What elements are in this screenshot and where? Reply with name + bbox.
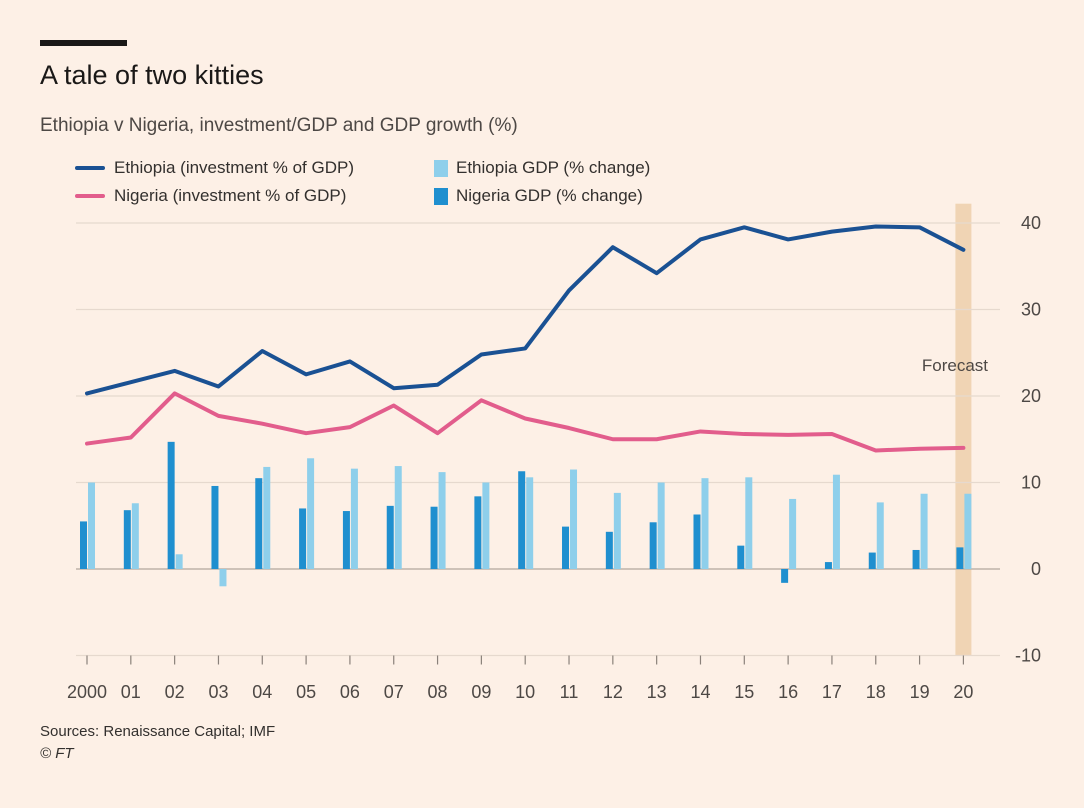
y-tick-label-0: 0 (1031, 559, 1041, 579)
x-tick-label-13: 13 (647, 682, 667, 702)
legend-nigeria-investment: Nigeria (investment % of GDP) (75, 186, 346, 206)
sources-note: Sources: Renaissance Capital; IMF (40, 723, 276, 740)
bar-ethiopia-gdp-09 (482, 482, 490, 569)
x-tick-label-20: 20 (953, 682, 973, 702)
bar-nigeria-gdp-09 (474, 496, 482, 569)
bar-nigeria-gdp-02 (167, 441, 175, 569)
forecast-label: Forecast (922, 356, 988, 375)
bar-ethiopia-gdp-13 (657, 482, 665, 569)
bar-nigeria-gdp-10 (518, 471, 526, 569)
x-tick-label-08: 08 (428, 682, 448, 702)
bar-nigeria-gdp-17 (824, 562, 832, 569)
bar-ethiopia-gdp-06 (350, 468, 358, 569)
y-tick-label-20: 20 (1021, 386, 1041, 406)
bar-ethiopia-gdp-16 (789, 498, 797, 569)
bar-nigeria-gdp-16 (781, 569, 789, 583)
line-nigeria-investment (85, 391, 966, 453)
x-tick-label-17: 17 (822, 682, 842, 702)
bar-ethiopia-gdp-04 (263, 466, 271, 569)
bar-nigeria-gdp-08 (430, 506, 438, 569)
legend-nigeria-gdp: Nigeria GDP (% change) (434, 186, 643, 206)
bar-ethiopia-gdp-02 (175, 554, 183, 569)
x-tick-label-04: 04 (252, 682, 272, 702)
bar-nigeria-gdp-03 (211, 485, 219, 569)
bar-ethiopia-gdp-10 (526, 477, 534, 569)
bar-nigeria-gdp-15 (737, 545, 745, 569)
y-tick-label-40: 40 (1021, 213, 1041, 233)
bar-nigeria-gdp-05 (299, 508, 307, 569)
x-tick-label-07: 07 (384, 682, 404, 702)
bar-ethiopia-gdp-03 (219, 569, 227, 587)
legend-ethiopia-gdp: Ethiopia GDP (% change) (434, 158, 650, 178)
legend-label-ethiopia-investment: Ethiopia (investment % of GDP) (114, 158, 354, 177)
bar-nigeria-gdp-04 (255, 478, 263, 569)
legend-swatch-nigeria-gdp (434, 187, 448, 205)
bar-nigeria-gdp-11 (562, 526, 570, 569)
bar-ethiopia-gdp-12 (613, 492, 621, 569)
chart-title: A tale of two kitties (40, 60, 264, 90)
bar-nigeria-gdp-06 (342, 511, 350, 569)
legend-swatch-ethiopia-investment (75, 166, 105, 170)
legend-label-nigeria-gdp: Nigeria GDP (% change) (456, 186, 643, 205)
y-tick-label--10: -10 (1015, 646, 1041, 666)
bar-ethiopia-gdp-18 (876, 502, 884, 569)
title-accent-bar (40, 40, 127, 46)
bar-nigeria-gdp-2000 (80, 521, 87, 569)
y-tick-label-10: 10 (1021, 473, 1041, 493)
x-tick-label-02: 02 (165, 682, 185, 702)
line-ethiopia-investment (85, 224, 966, 396)
bar-nigeria-gdp-14 (693, 514, 701, 569)
bar-ethiopia-gdp-05 (307, 458, 315, 569)
legend-label-ethiopia-gdp: Ethiopia GDP (% change) (456, 158, 651, 177)
forecast-band (955, 203, 972, 656)
x-tick-label-11: 11 (560, 682, 579, 702)
bar-ethiopia-gdp-20 (964, 493, 972, 569)
bar-nigeria-gdp-20 (956, 547, 964, 569)
bar-nigeria-gdp-19 (912, 549, 920, 569)
x-tick-label-18: 18 (866, 682, 886, 702)
x-tick-label-05: 05 (296, 682, 316, 702)
chart-subtitle: Ethiopia v Nigeria, investment/GDP and G… (40, 115, 518, 136)
bar-nigeria-gdp-12 (605, 531, 613, 569)
legend-swatch-nigeria-investment (75, 194, 105, 198)
x-tick-label-14: 14 (690, 682, 710, 702)
bar-ethiopia-gdp-14 (701, 478, 709, 569)
x-tick-label-06: 06 (340, 682, 360, 702)
bar-ethiopia-gdp-15 (745, 477, 753, 569)
bar-ethiopia-gdp-19 (920, 493, 928, 569)
bar-ethiopia-gdp-01 (131, 503, 139, 569)
bar-ethiopia-gdp-17 (832, 474, 840, 569)
x-tick-label-09: 09 (471, 682, 491, 702)
legend-ethiopia-investment: Ethiopia (investment % of GDP) (75, 158, 354, 178)
bar-ethiopia-gdp-11 (570, 469, 578, 569)
bar-ethiopia-gdp-07 (394, 466, 402, 569)
x-tick-label-15: 15 (734, 682, 754, 702)
x-tick-label-16: 16 (778, 682, 798, 702)
x-tick-label-12: 12 (603, 682, 623, 702)
x-tick-label-01: 01 (121, 682, 141, 702)
bar-ethiopia-gdp-08 (438, 472, 446, 569)
x-tick-label-10: 10 (515, 682, 535, 702)
bar-nigeria-gdp-18 (868, 552, 876, 569)
x-tick-label-03: 03 (208, 682, 228, 702)
legend-swatch-ethiopia-gdp (434, 159, 448, 177)
bar-nigeria-gdp-01 (123, 510, 131, 569)
bar-nigeria-gdp-13 (649, 522, 657, 569)
ft-credit: © FT (40, 745, 74, 762)
bar-ethiopia-gdp-2000 (88, 482, 95, 569)
legend-label-nigeria-investment: Nigeria (investment % of GDP) (114, 186, 347, 205)
y-tick-label-30: 30 (1021, 300, 1041, 320)
x-tick-label-19: 19 (910, 682, 930, 702)
bar-nigeria-gdp-07 (386, 505, 394, 569)
x-tick-label-2000: 2000 (67, 682, 107, 702)
